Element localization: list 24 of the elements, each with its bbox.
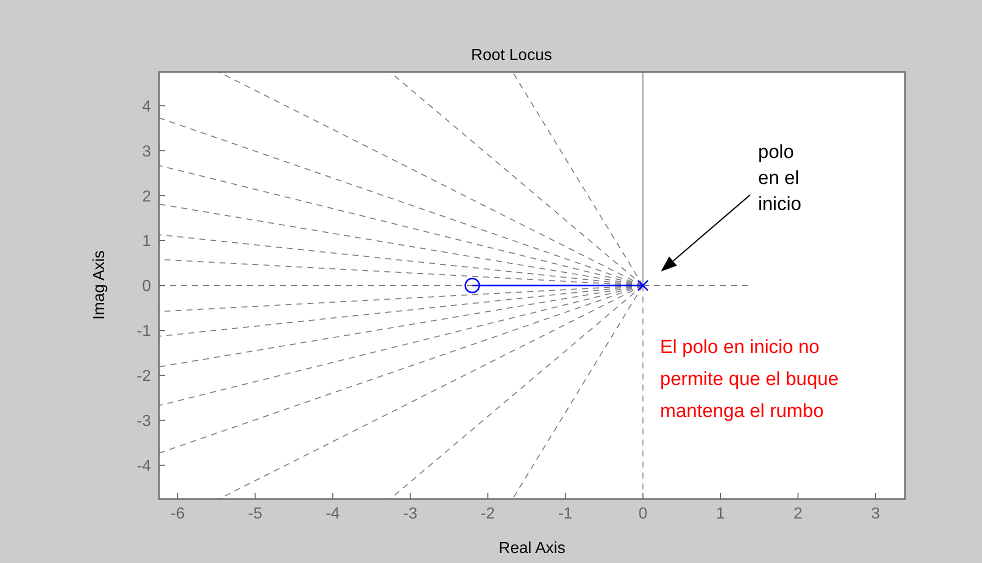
annotation: El polo en inicio no permite que el buque mantenga el rumbo: [660, 336, 839, 424]
y-tick-label: -1: [136, 323, 152, 340]
y-tick-label: 2: [142, 188, 152, 206]
x-tick-label: -1: [558, 505, 573, 522]
y-tick-label: 0: [142, 278, 152, 296]
y-axis-title: Imag Axis: [91, 248, 109, 322]
y-tick-label: -2: [136, 368, 152, 386]
x-tick-label: -5: [248, 505, 262, 522]
y-tick-label: -4: [136, 458, 152, 475]
x-tick-label: 2: [794, 505, 803, 522]
x-tick-label: -6: [170, 505, 185, 522]
y-tick-label: 1: [142, 233, 152, 250]
x-tick-label: -2: [480, 505, 496, 522]
x-tick-label: 0: [638, 505, 648, 522]
x-tick-label: 1: [716, 505, 725, 522]
y-tick-label: 3: [142, 143, 152, 160]
annotation: polo en el inicio: [758, 141, 802, 217]
x-axis-title: Real Axis: [498, 540, 566, 558]
x-tick-label: 3: [871, 505, 880, 522]
x-tick-label: -4: [326, 505, 340, 522]
chart-title: Root Locus: [470, 47, 553, 65]
y-tick-label: 4: [142, 98, 152, 116]
x-tick-label: -3: [403, 505, 418, 522]
y-tick-label: -3: [136, 413, 152, 430]
